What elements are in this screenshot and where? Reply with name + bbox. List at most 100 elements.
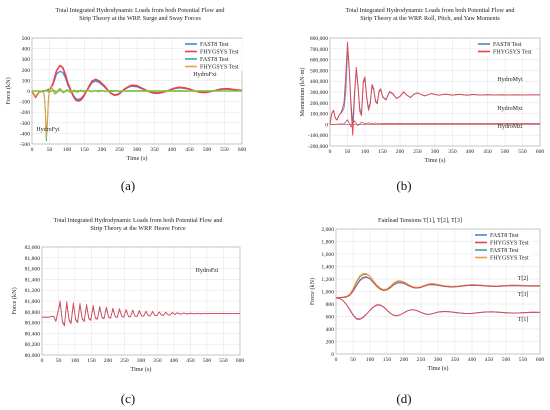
x-tick-label: 600	[238, 147, 247, 153]
x-tick-label: 100	[366, 357, 375, 363]
y-tick-label: 81,600	[25, 267, 41, 273]
y-tick-label: 500	[22, 36, 31, 42]
x-tick-label: 150	[87, 358, 96, 364]
x-tick-label: 400	[466, 149, 475, 155]
chart-panel-c: Total Integrated Hydrodynamic Loads from…	[11, 217, 244, 373]
y-tick-label: 400,000	[310, 79, 328, 85]
x-tick-label: 100	[361, 149, 370, 155]
x-tick-label: 500	[203, 358, 212, 364]
annotation-label: T[2]	[518, 276, 529, 282]
annotation-label: HydroMxi	[497, 106, 523, 112]
x-tick-label: 250	[417, 357, 426, 363]
x-axis-label: Time (s)	[131, 366, 152, 373]
annotation-label: T[3]	[518, 292, 529, 298]
panel-label-a: (a)	[121, 178, 135, 193]
y-tick-label: 0	[325, 122, 328, 128]
y-axis-label: Force (kN)	[309, 278, 316, 305]
chart-title-b-line1: Total Integrated Hydrodynamic Loads from…	[346, 7, 516, 14]
legend-entry: FHYGSYS Test	[200, 65, 239, 71]
x-tick-label: 50	[345, 149, 351, 155]
series-line-a-4	[32, 88, 242, 94]
y-tick-label: 81,000	[25, 299, 41, 305]
x-tick-label: 350	[448, 149, 457, 155]
y-tick-label: 200,000	[310, 101, 328, 107]
x-tick-label: 400	[468, 357, 477, 363]
y-tick-label: 0	[331, 352, 334, 358]
x-axis-label: Time (s)	[428, 365, 449, 372]
y-tick-label: 80,400	[25, 331, 41, 337]
legend-box	[476, 39, 536, 56]
x-tick-label: 400	[170, 358, 179, 364]
x-tick-label: 300	[133, 147, 142, 153]
legend: FAST8 Test FHYGSYS Test	[476, 39, 536, 56]
x-tick-label: 300	[434, 357, 443, 363]
y-tick-label: 200	[326, 340, 335, 346]
y-tick-label: 1,000	[321, 290, 334, 296]
y-axis-label: Momentum (kN·m)	[299, 68, 306, 117]
x-tick-label: 0	[329, 149, 332, 155]
x-tick-label: 400	[168, 147, 177, 153]
x-tick-label: 450	[186, 358, 195, 364]
x-tick-label: 100	[63, 147, 72, 153]
y-tick-label: -200	[20, 110, 30, 116]
y-tick-label: 800	[326, 302, 335, 308]
x-tick-label: 0	[335, 357, 338, 363]
legend-entry: FAST8 Test	[490, 233, 519, 239]
x-tick-label: 100	[71, 358, 80, 364]
series-line-d-3	[336, 276, 541, 299]
chart-panel-b: Total Integrated Hydrodynamic Loads from…	[299, 7, 544, 164]
y-tick-label: 80,200	[25, 342, 41, 348]
y-tick-label: 400	[326, 327, 335, 333]
legend-entry: FAST8 Test	[490, 248, 519, 254]
panel-label-c: (c)	[121, 391, 135, 406]
y-tick-label: 1,400	[321, 265, 334, 271]
y-tick-label: 500,000	[310, 68, 328, 74]
y-tick-label: 81,800	[25, 256, 41, 262]
x-tick-label: 0	[41, 358, 44, 364]
panel-label-b: (b)	[396, 178, 411, 193]
x-tick-label: 200	[104, 358, 113, 364]
x-tick-label: 500	[203, 147, 212, 153]
y-axis-label: Force (kN)	[5, 77, 12, 104]
series-line-b-3	[329, 119, 540, 128]
chart-title-b-line2: Strip Theory at the WRP. Roll, Pitch, an…	[360, 15, 500, 22]
x-tick-label: 350	[451, 357, 460, 363]
y-tick-label: 700,000	[310, 47, 328, 53]
y-tick-label: 2,000	[321, 227, 334, 233]
x-tick-label: 250	[115, 147, 124, 153]
annotation-label: T[1]	[518, 317, 529, 323]
x-tick-label: 450	[483, 149, 492, 155]
y-tick-label: -400	[20, 131, 30, 137]
x-tick-label: 600	[536, 357, 545, 363]
x-tick-label: 500	[501, 149, 510, 155]
y-tick-label: -100,000	[308, 133, 328, 139]
x-tick-label: 350	[150, 147, 159, 153]
annotation-label: HydroMzi	[498, 124, 523, 130]
x-tick-label: 300	[431, 149, 440, 155]
y-tick-label: 600	[326, 315, 335, 321]
x-tick-label: 300	[137, 358, 146, 364]
chart-title-c-line2: Strip Theory at the WRP. Heave Force	[90, 225, 185, 232]
series-line-d-5	[335, 297, 541, 320]
series-line-a-1	[31, 64, 243, 102]
y-tick-label: 400	[22, 47, 31, 53]
y-tick-label: -500	[20, 142, 30, 148]
x-axis-label: Time (s)	[127, 155, 148, 162]
legend-entry: FHYGSYS Test	[490, 241, 529, 247]
y-tick-label: 600,000	[310, 58, 328, 64]
x-tick-label: 500	[502, 357, 511, 363]
legend-entry: FAST8 Test	[493, 42, 522, 48]
x-tick-label: 550	[219, 358, 228, 364]
y-tick-label: 200	[22, 68, 31, 74]
legend-entry: FHYGSYS Test	[490, 256, 529, 262]
series-line-b-4	[330, 123, 540, 125]
y-tick-label: 800,000	[310, 36, 328, 42]
y-tick-label: 81,200	[25, 288, 41, 294]
x-tick-label: 350	[153, 358, 162, 364]
legend-entry: FHYGSYS Test	[493, 50, 532, 56]
y-tick-label: 80,800	[25, 310, 41, 316]
y-tick-label: 1,800	[321, 240, 334, 246]
